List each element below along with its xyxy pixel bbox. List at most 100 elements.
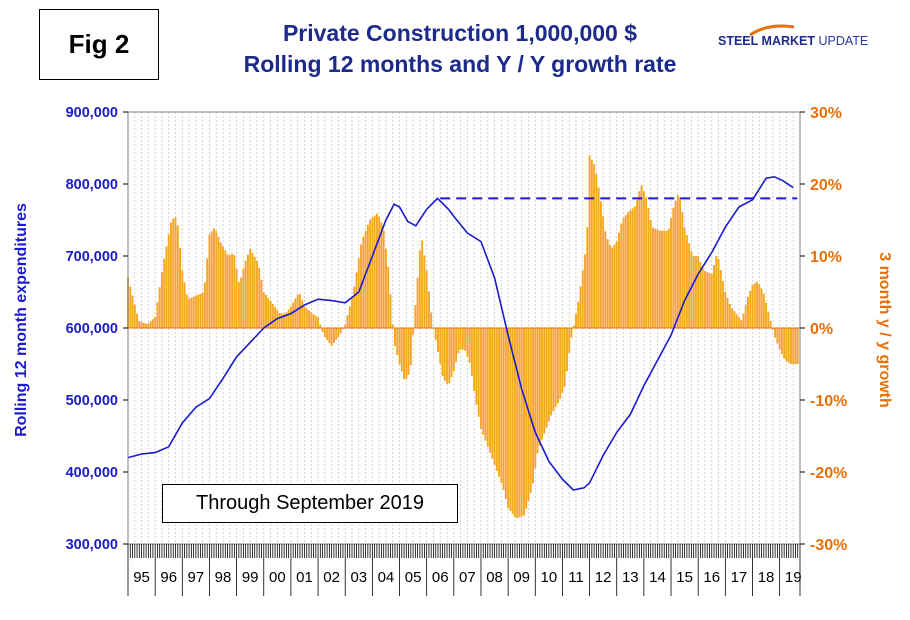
growth-bar — [215, 230, 218, 328]
growth-bar — [699, 262, 702, 328]
growth-bar — [667, 228, 670, 328]
growth-bar — [208, 234, 211, 328]
growth-bar — [475, 328, 478, 405]
growth-bar — [129, 286, 132, 328]
growth-bar — [446, 328, 448, 384]
left-tick-label: 800,000 — [66, 177, 118, 193]
growth-bar — [258, 268, 261, 328]
growth-bar — [237, 282, 240, 328]
note-text: Through September 2019 — [196, 492, 424, 514]
chart-title: Private Construction 1,000,000 $ Rolling… — [210, 18, 710, 80]
growth-bar — [321, 328, 324, 333]
growth-bar — [199, 293, 202, 328]
year-label: 00 — [269, 569, 286, 586]
growth-bar — [500, 328, 503, 483]
growth-bar — [642, 191, 645, 328]
growth-bar — [149, 321, 152, 328]
year-label: 10 — [541, 569, 558, 586]
growth-bar — [541, 328, 544, 440]
growth-bar — [292, 302, 295, 328]
growth-bar — [409, 328, 412, 366]
growth-bar — [713, 265, 715, 328]
growth-bar — [319, 324, 322, 328]
year-label: 05 — [405, 569, 422, 586]
year-label: 16 — [703, 569, 720, 586]
growth-bar — [563, 328, 566, 387]
growth-bar — [633, 206, 636, 328]
growth-bar — [140, 322, 143, 328]
growth-bar — [192, 296, 195, 328]
growth-bar — [452, 328, 455, 372]
growth-bar — [543, 328, 546, 434]
growth-bar — [586, 227, 589, 328]
growth-bar — [253, 256, 256, 328]
year-label: 97 — [188, 569, 205, 586]
growth-bar — [789, 328, 792, 364]
growth-bar — [756, 281, 758, 328]
growth-bar — [722, 281, 725, 328]
year-label: 19 — [785, 569, 802, 586]
growth-bar — [414, 305, 417, 328]
growth-bar — [335, 328, 338, 340]
growth-bar — [495, 328, 498, 471]
growth-bar — [163, 258, 166, 328]
right-axis-label: 3 month y / y growth — [876, 252, 893, 408]
year-label: 12 — [595, 569, 612, 586]
growth-bar — [418, 250, 421, 328]
growth-bar — [509, 328, 512, 511]
right-tick-label: -20% — [810, 465, 847, 482]
rolling-line-group — [127, 175, 794, 491]
growth-bar — [753, 283, 756, 328]
growth-bar — [502, 328, 505, 490]
growth-bar — [391, 324, 394, 328]
note-box: Through September 2019 — [162, 484, 458, 523]
growth-bar — [269, 301, 272, 328]
growth-bar — [378, 216, 381, 328]
growth-bar — [296, 294, 299, 328]
growth-bar — [405, 328, 408, 380]
growth-bar — [579, 286, 582, 328]
growth-bar — [760, 288, 763, 328]
figure-label-box: Fig 2 — [39, 9, 159, 80]
year-label: 15 — [676, 569, 693, 586]
growth-bar — [758, 283, 761, 328]
growth-bar — [382, 230, 385, 328]
growth-bar — [649, 220, 652, 328]
growth-bar — [287, 309, 290, 328]
growth-bar — [590, 159, 593, 328]
growth-bar — [303, 306, 306, 328]
growth-bar — [588, 155, 591, 328]
growth-bar — [158, 287, 161, 328]
growth-bar — [174, 217, 177, 328]
growth-bar — [312, 314, 315, 328]
growth-bar — [373, 215, 376, 328]
growth-bar — [213, 228, 215, 328]
growth-bar — [310, 312, 313, 328]
growth-bar — [493, 328, 496, 465]
growth-bar — [771, 328, 774, 330]
left-tick-label: 300,000 — [66, 537, 118, 553]
growth-bar — [647, 208, 650, 328]
growth-bar — [262, 292, 265, 328]
growth-bar — [468, 328, 471, 363]
growth-bar — [663, 230, 666, 328]
year-label: 09 — [513, 569, 530, 586]
growth-bar — [550, 328, 553, 416]
left-tick-label: 900,000 — [66, 105, 118, 121]
growth-bar — [636, 200, 639, 328]
growth-bar — [710, 274, 713, 328]
left-tick-label: 600,000 — [66, 321, 118, 337]
growth-bar — [486, 328, 489, 447]
growth-bar — [489, 328, 491, 453]
growth-bar — [308, 310, 310, 328]
right-tick-label: 20% — [810, 177, 842, 194]
growth-bar — [724, 292, 727, 328]
growth-bar — [430, 312, 433, 328]
growth-bar — [219, 242, 222, 328]
growth-bar — [599, 201, 602, 328]
growth-bar — [210, 231, 213, 328]
growth-bar — [674, 200, 677, 328]
growth-bar — [167, 234, 170, 328]
growth-bar — [556, 328, 559, 404]
left-tick-label: 500,000 — [66, 393, 118, 409]
